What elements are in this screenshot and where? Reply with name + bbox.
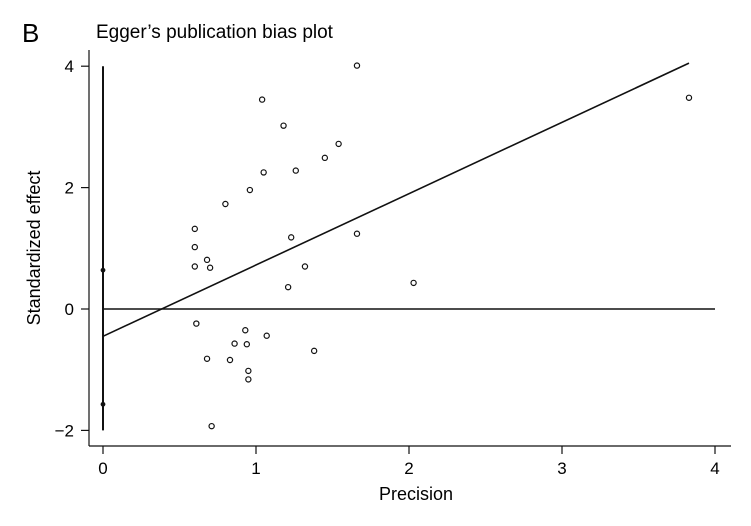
data-point [208, 422, 215, 430]
data-point [258, 96, 266, 103]
data-point [321, 154, 329, 162]
y-tick-label: 0 [65, 300, 74, 319]
plot-area: 0 1 2 3 4 −2 0 2 4 [55, 50, 731, 478]
data-point [284, 283, 292, 291]
panel-label: B [22, 18, 39, 48]
interval-end-point [100, 401, 106, 407]
data-point [410, 279, 417, 287]
x-tick-label: 2 [404, 459, 413, 478]
data-point [206, 264, 214, 271]
data-point [242, 327, 249, 334]
data-point [310, 347, 318, 355]
data-point [191, 263, 198, 270]
y-axis-label: Standardized effect [24, 171, 44, 326]
data-point [191, 225, 198, 233]
data-point [260, 169, 267, 176]
data-point [335, 140, 342, 148]
data-point [231, 340, 238, 347]
data-point [222, 200, 229, 208]
chart-title: Egger’s publication bias plot [96, 22, 334, 43]
x-tick-label: 1 [251, 459, 260, 478]
data-point [685, 94, 693, 101]
intercept-interval-ends [100, 267, 106, 407]
data-point [203, 355, 211, 362]
y-tick-label: 4 [65, 57, 74, 76]
data-point [203, 256, 211, 264]
data-point [245, 367, 252, 375]
y-tick-label: −2 [55, 421, 74, 440]
data-point [292, 167, 299, 174]
data-point [243, 341, 251, 348]
x-tick-label: 0 [98, 459, 107, 478]
x-tick-label: 4 [710, 459, 719, 478]
x-axis-ticks: 0 1 2 3 4 [98, 446, 720, 478]
data-point [191, 243, 198, 251]
x-tick-label: 3 [557, 459, 566, 478]
y-axis-ticks: −2 0 2 4 [55, 57, 89, 440]
data-point [193, 320, 200, 327]
y-tick-label: 2 [65, 179, 74, 198]
data-point [280, 122, 287, 129]
data-point [246, 186, 254, 194]
data-point [245, 376, 252, 383]
data-point [287, 234, 295, 241]
x-axis-label: Precision [379, 484, 453, 504]
data-points [191, 62, 693, 430]
data-point [226, 356, 234, 364]
data-point [301, 263, 309, 270]
data-point [353, 62, 361, 69]
data-point [353, 230, 361, 237]
data-point [263, 332, 270, 339]
regression-line [102, 62, 690, 338]
interval-end-point [100, 267, 106, 273]
